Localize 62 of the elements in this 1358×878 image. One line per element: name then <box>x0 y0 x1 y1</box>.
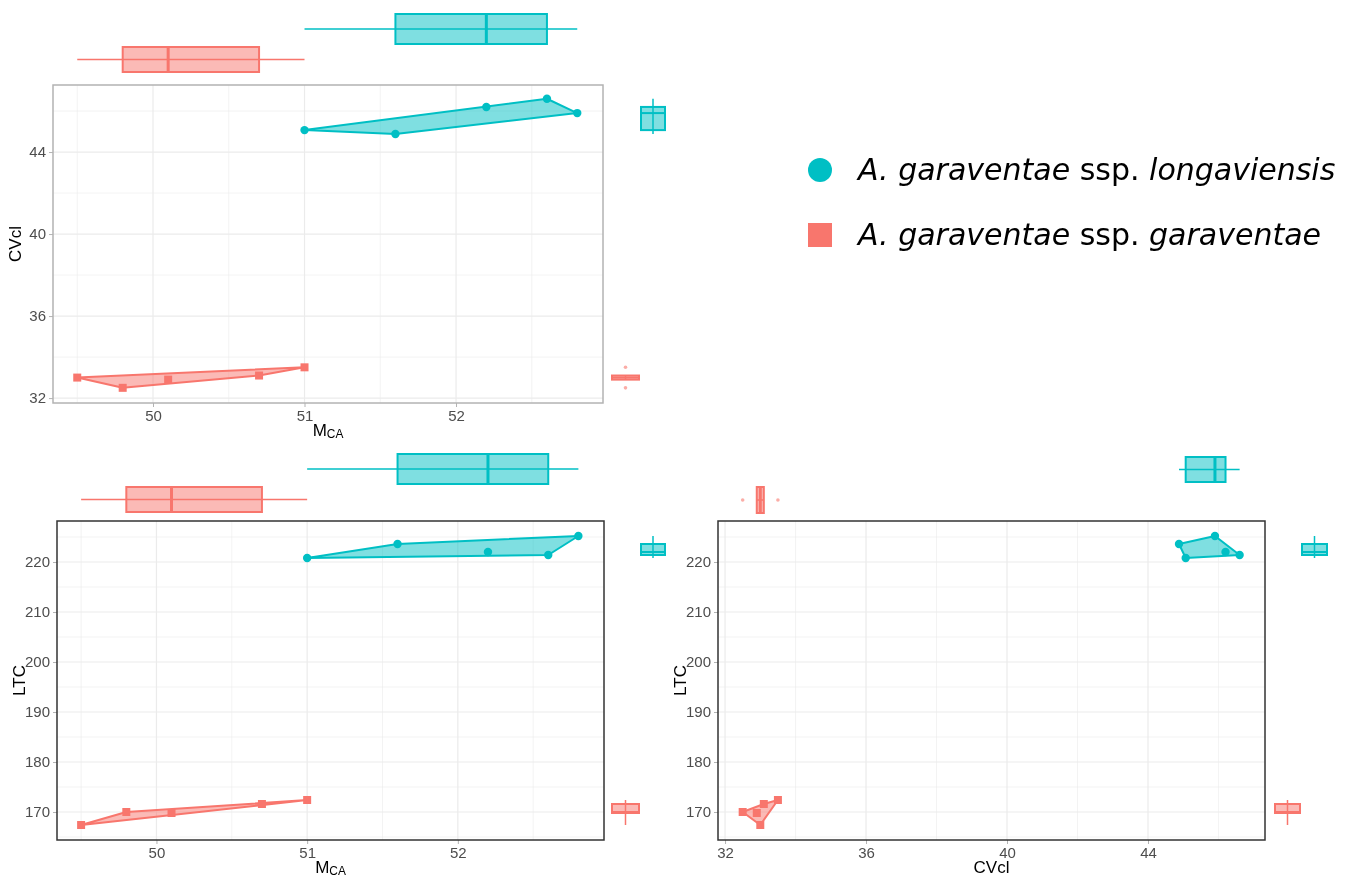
x-tick-label: 44 <box>1140 843 1157 861</box>
point <box>391 129 400 139</box>
y-tick-label: 190 <box>685 703 711 721</box>
point <box>300 363 309 372</box>
x-tick-label: 52 <box>449 843 467 861</box>
y-tick-label: 44 <box>29 143 46 161</box>
legend-label: A. garaventae ssp. garaventae <box>856 217 1322 252</box>
x-axis-title: M$_{CA}$ <box>315 858 346 878</box>
x-tick-label: 50 <box>148 843 166 861</box>
point <box>393 539 402 549</box>
point <box>759 800 768 808</box>
y-tick-label: 200 <box>685 653 711 671</box>
y-tick-label: 210 <box>685 603 711 621</box>
point <box>738 808 747 816</box>
y-tick-label: 220 <box>24 553 50 571</box>
y-tick-label: 40 <box>29 225 46 243</box>
y-tick-label: 170 <box>24 803 50 821</box>
y-tick-label: 32 <box>29 389 46 407</box>
point <box>1235 550 1244 560</box>
y-tick-label: 36 <box>29 307 46 325</box>
y-tick-label: 170 <box>685 803 711 821</box>
y-tick-label: 180 <box>24 753 50 771</box>
point <box>255 371 264 380</box>
x-tick-label: 36 <box>858 843 875 861</box>
point <box>483 547 493 557</box>
point <box>752 809 761 817</box>
x-tick-label: 50 <box>145 406 162 424</box>
y-tick-label: 180 <box>685 753 711 771</box>
point <box>544 550 553 560</box>
point <box>118 383 127 392</box>
x-tick-label: 51 <box>299 843 316 861</box>
point <box>257 800 266 808</box>
y-tick-label: 200 <box>24 653 50 671</box>
point <box>573 108 582 118</box>
x-tick-label: 32 <box>717 843 734 861</box>
point <box>773 796 782 804</box>
x-axis-title: CVcl <box>973 858 1010 877</box>
x-tick-label: 51 <box>296 406 314 424</box>
y-tick-label: 190 <box>24 703 50 721</box>
point <box>164 375 173 384</box>
point <box>303 796 312 804</box>
x-tick-label: 40 <box>999 843 1016 861</box>
point <box>1210 531 1220 541</box>
point <box>122 808 131 816</box>
point <box>574 531 583 541</box>
point <box>77 821 86 829</box>
point <box>1221 547 1230 557</box>
point <box>167 809 176 817</box>
point <box>756 821 765 829</box>
point <box>73 373 82 382</box>
x-tick-label: 52 <box>448 406 465 424</box>
point <box>482 102 491 112</box>
point <box>1174 539 1184 549</box>
y-tick-label: 220 <box>685 553 711 571</box>
y-axis-title: CVcl <box>6 226 25 262</box>
legend-label: A. garaventae ssp. longaviensis <box>856 152 1336 187</box>
point <box>542 94 552 103</box>
point <box>302 553 312 563</box>
point <box>1181 553 1190 563</box>
point <box>300 125 309 135</box>
y-tick-label: 210 <box>24 603 50 621</box>
x-axis-title: M$_{CA}$ <box>312 421 344 441</box>
